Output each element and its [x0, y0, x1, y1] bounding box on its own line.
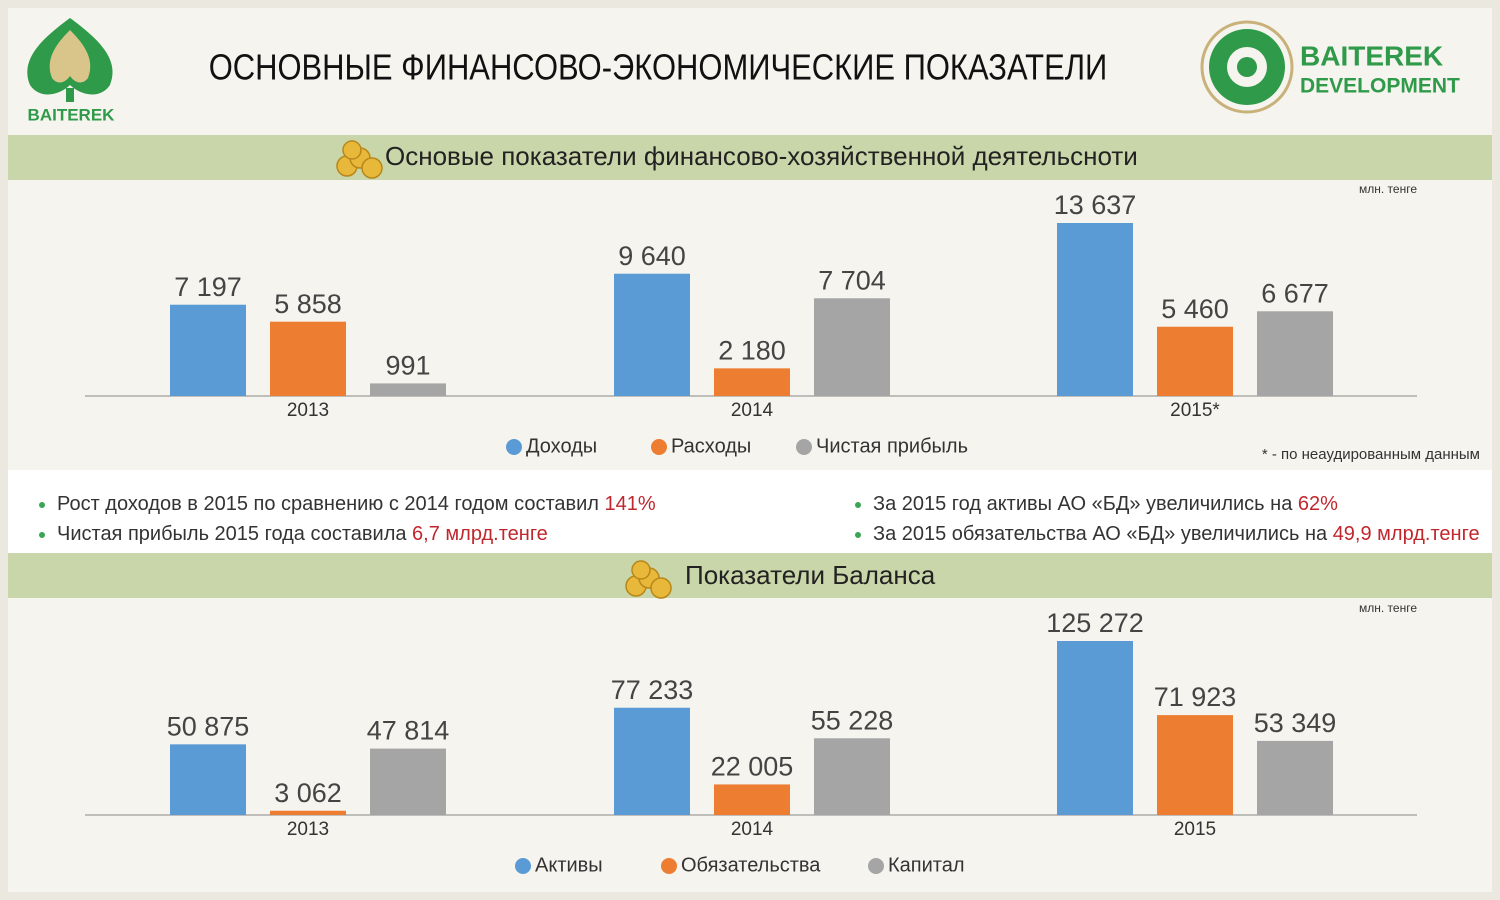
x-tick-label: 2015* [1170, 400, 1220, 421]
highlight-emphasis: 49,9 млрд.тенге [1333, 523, 1480, 545]
legend-label: Доходы [526, 435, 597, 457]
value-label: 5 460 [1161, 294, 1229, 324]
value-label: 50 875 [167, 711, 250, 741]
bar [170, 304, 246, 396]
bar [1157, 326, 1233, 396]
value-label: 3 062 [274, 778, 342, 808]
logo-right: BAITEREK DEVELOPMENT [1200, 20, 1460, 114]
bullet [39, 532, 45, 538]
highlight: Чистая прибыль 2015 года составила 6,7 м… [57, 523, 548, 545]
bar [1257, 311, 1333, 396]
legend-label: Расходы [671, 435, 751, 457]
logo-left: BAITEREK [27, 18, 115, 124]
bar [614, 707, 690, 815]
logo-text: BAITEREK [1300, 40, 1443, 71]
legend-marker [868, 858, 884, 874]
highlights-band [8, 470, 1492, 553]
chart-title: Показатели Баланса [685, 560, 936, 590]
bar [270, 810, 346, 815]
highlight-emphasis: 6,7 млрд.тенге [412, 523, 548, 545]
value-label: 71 923 [1154, 682, 1237, 712]
logo-text: DEVELOPMENT [1300, 75, 1460, 98]
highlight-text: За 2015 обязательства АО «БД» увеличилис… [873, 523, 1333, 545]
value-label: 9 640 [618, 241, 686, 271]
bar [814, 738, 890, 815]
legend-marker [506, 439, 522, 455]
coins-icon [625, 560, 672, 599]
value-label: 7 197 [174, 272, 242, 302]
unit-label: млн. тенге [1359, 601, 1417, 615]
legend-label: Активы [535, 854, 603, 876]
bullet [39, 502, 45, 508]
legend-marker [651, 439, 667, 455]
bar [714, 784, 790, 815]
value-label: 6 677 [1261, 278, 1329, 308]
bar [714, 368, 790, 396]
highlight-text: Рост доходов в 2015 по сравнению с 2014 … [57, 493, 605, 515]
x-tick-label: 2014 [731, 400, 774, 421]
section-band [8, 135, 1492, 180]
highlight-emphasis: 141% [605, 493, 656, 515]
bar [270, 321, 346, 396]
legend-marker [661, 858, 677, 874]
coins-icon [336, 140, 383, 179]
highlight: За 2015 год активы АО «БД» увеличились н… [873, 493, 1338, 515]
x-tick-label: 2013 [287, 400, 329, 421]
value-label: 55 228 [811, 705, 894, 735]
highlight-text: За 2015 год активы АО «БД» увеличились н… [873, 493, 1298, 515]
page-title: ОСНОВНЫЕ ФИНАНСОВО-ЭКОНОМИЧЕСКИЕ ПОКАЗАТ… [209, 48, 1108, 88]
legend-label: Капитал [888, 854, 965, 876]
bar [614, 273, 690, 396]
x-tick-label: 2014 [731, 819, 774, 840]
section-band [8, 553, 1492, 598]
value-label: 991 [385, 351, 430, 381]
bar [370, 748, 446, 815]
legend-label: Обязательства [681, 854, 821, 876]
bullet [855, 532, 861, 538]
bar [1057, 223, 1133, 396]
bar [1057, 641, 1133, 815]
x-tick-label: 2015 [1174, 819, 1216, 840]
bar [814, 298, 890, 396]
bar [1257, 740, 1333, 815]
unit-label: млн. тенге [1359, 182, 1417, 196]
x-tick-label: 2013 [287, 819, 329, 840]
highlight: За 2015 обязательства АО «БД» увеличилис… [873, 523, 1480, 545]
bar [1157, 715, 1233, 815]
value-label: 7 704 [818, 265, 886, 295]
highlight-text: Чистая прибыль 2015 года составила [57, 523, 412, 545]
highlight: Рост доходов в 2015 по сравнению с 2014 … [57, 493, 656, 515]
legend-marker [515, 858, 531, 874]
value-label: 53 349 [1254, 708, 1337, 738]
bar [370, 383, 446, 396]
value-label: 77 233 [611, 675, 694, 705]
legend-marker [796, 439, 812, 455]
value-label: 47 814 [367, 716, 450, 746]
value-label: 125 272 [1046, 608, 1144, 638]
logo-text: BAITEREK [28, 105, 116, 124]
legend-label: Чистая прибыль [816, 435, 968, 457]
bar [170, 744, 246, 815]
chart-title: Основые показатели финансово-хозяйственн… [385, 141, 1138, 171]
value-label: 13 637 [1054, 190, 1137, 220]
highlight-emphasis: 62% [1298, 493, 1338, 515]
value-label: 22 005 [711, 752, 794, 782]
value-label: 5 858 [274, 289, 342, 319]
value-label: 2 180 [718, 335, 786, 365]
bullet [855, 502, 861, 508]
footnote: * - по неаудированным данным [1262, 446, 1480, 463]
